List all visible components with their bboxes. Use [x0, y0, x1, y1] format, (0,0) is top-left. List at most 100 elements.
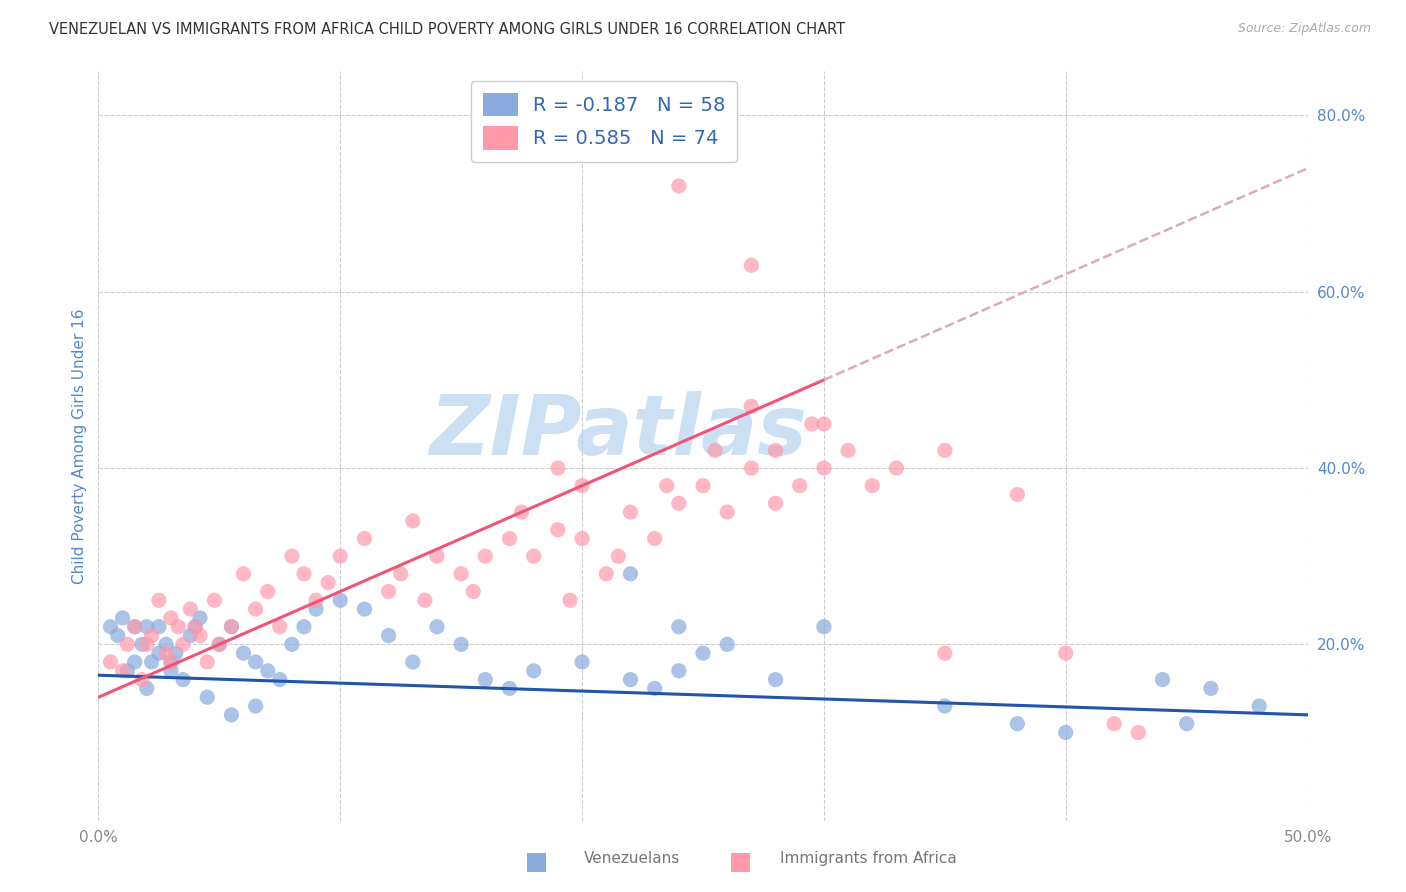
Point — [860, 478, 883, 492]
Point — [124, 620, 146, 634]
Point — [305, 593, 328, 607]
Point — [353, 532, 375, 546]
Point — [245, 699, 267, 714]
Point — [135, 681, 157, 696]
Point — [148, 646, 170, 660]
Point — [245, 655, 267, 669]
Point — [1152, 673, 1174, 687]
Text: Source: ZipAtlas.com: Source: ZipAtlas.com — [1237, 22, 1371, 36]
Point — [221, 620, 243, 634]
Point — [124, 620, 146, 634]
Point — [208, 637, 231, 651]
Point — [510, 505, 533, 519]
Point — [571, 478, 593, 492]
Point — [571, 532, 593, 546]
Point — [547, 523, 569, 537]
Text: Immigrants from Africa: Immigrants from Africa — [780, 852, 957, 866]
Point — [692, 646, 714, 660]
Point — [413, 593, 436, 607]
Point — [426, 549, 449, 564]
Point — [886, 461, 908, 475]
Point — [117, 664, 139, 678]
Point — [716, 637, 738, 651]
Point — [655, 478, 678, 492]
Point — [934, 646, 956, 660]
Text: ZIPatlas: ZIPatlas — [429, 391, 807, 472]
Point — [740, 258, 762, 272]
Point — [934, 699, 956, 714]
Point — [668, 620, 690, 634]
Point — [1128, 725, 1150, 739]
Point — [377, 584, 399, 599]
Point — [571, 655, 593, 669]
Point — [305, 602, 328, 616]
Point — [740, 400, 762, 414]
Point — [195, 655, 218, 669]
Point — [353, 602, 375, 616]
Point — [765, 443, 787, 458]
Point — [195, 690, 218, 705]
Point — [281, 549, 304, 564]
Point — [595, 566, 617, 581]
Point — [329, 593, 352, 607]
Point — [402, 655, 425, 669]
Point — [1007, 716, 1029, 731]
Point — [558, 593, 581, 607]
Point — [131, 637, 153, 651]
Point — [644, 681, 666, 696]
Point — [474, 673, 496, 687]
Point — [232, 646, 254, 660]
Point — [111, 664, 134, 678]
Point — [160, 655, 183, 669]
Point — [179, 602, 201, 616]
Point — [1007, 487, 1029, 501]
Point — [426, 620, 449, 634]
Point — [377, 628, 399, 642]
Point — [221, 620, 243, 634]
Point — [167, 620, 190, 634]
Point — [607, 549, 630, 564]
Point — [1175, 716, 1198, 731]
Point — [256, 664, 278, 678]
Point — [221, 707, 243, 722]
Point — [523, 549, 546, 564]
Point — [692, 478, 714, 492]
Point — [389, 566, 412, 581]
Point — [450, 637, 472, 651]
Point — [813, 620, 835, 634]
Point — [498, 681, 520, 696]
Point — [498, 532, 520, 546]
Point — [188, 628, 211, 642]
Legend: R = -0.187   N = 58, R = 0.585   N = 74: R = -0.187 N = 58, R = 0.585 N = 74 — [471, 81, 737, 161]
Point — [789, 478, 811, 492]
Point — [160, 655, 183, 669]
Point — [1054, 725, 1077, 739]
Point — [160, 611, 183, 625]
Point — [1199, 681, 1222, 696]
Point — [245, 602, 267, 616]
Point — [668, 496, 690, 510]
Point — [107, 628, 129, 642]
Point — [1102, 716, 1125, 731]
Point — [765, 673, 787, 687]
Point — [450, 566, 472, 581]
Point — [208, 637, 231, 651]
Point — [204, 593, 226, 607]
Point — [117, 637, 139, 651]
Text: Venezuelans: Venezuelans — [583, 852, 679, 866]
Point — [135, 637, 157, 651]
Point — [184, 620, 207, 634]
Point — [100, 620, 122, 634]
Point — [155, 646, 177, 660]
Point — [619, 566, 641, 581]
Point — [100, 655, 122, 669]
Point — [402, 514, 425, 528]
Point — [172, 637, 194, 651]
Point — [619, 673, 641, 687]
Point — [148, 620, 170, 634]
Point — [179, 628, 201, 642]
Point — [165, 646, 187, 660]
Point — [619, 505, 641, 519]
Point — [124, 655, 146, 669]
Point — [740, 461, 762, 475]
